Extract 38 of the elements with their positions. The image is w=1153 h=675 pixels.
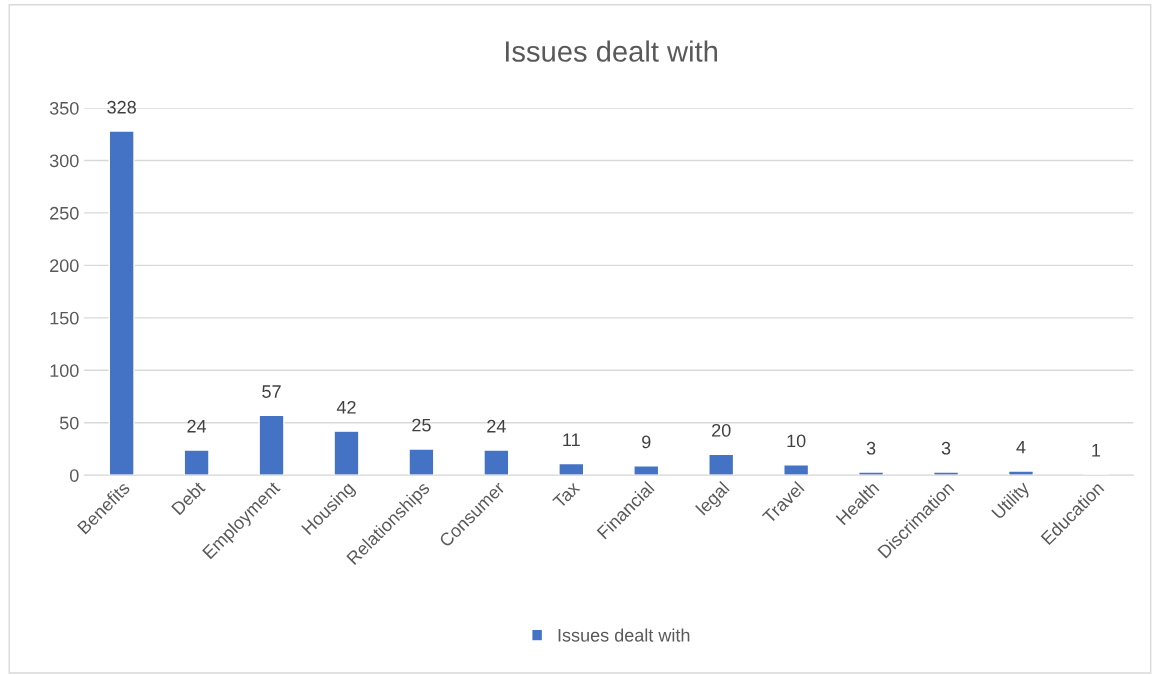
- bar: [708, 453, 735, 476]
- data-label: 328: [107, 100, 136, 114]
- y-tick-label: 0: [69, 469, 79, 482]
- chart-title: Issues dealt with: [505, 40, 718, 62]
- bar: [783, 464, 810, 476]
- y-tick-label: 150: [50, 311, 79, 325]
- bar: [408, 448, 435, 476]
- bar: [932, 471, 960, 476]
- bar: [558, 462, 585, 476]
- y-tick-label: 300: [49, 154, 79, 168]
- bar: [258, 414, 285, 476]
- data-label: 3: [941, 441, 951, 455]
- data-label: 42: [336, 400, 356, 414]
- data-label: 3: [866, 441, 876, 455]
- bar: [483, 449, 510, 476]
- y-tick-label: 250: [50, 206, 79, 220]
- data-label: 1: [1092, 444, 1101, 457]
- bar: [108, 130, 135, 476]
- data-label: 24: [487, 419, 506, 433]
- y-tick-label: 100: [50, 364, 79, 378]
- data-label: 25: [412, 418, 431, 432]
- bar: [633, 465, 660, 476]
- y-tick-label: 200: [50, 259, 79, 273]
- data-label: 10: [787, 434, 806, 448]
- data-label: 11: [563, 433, 580, 447]
- y-tick-label: 350: [49, 101, 79, 115]
- bar: [183, 449, 210, 476]
- data-label: 9: [642, 435, 651, 449]
- x-tick-label: Tax: [552, 480, 581, 510]
- bar: [1007, 470, 1035, 476]
- data-label: 24: [187, 419, 207, 433]
- data-label: 4: [1016, 440, 1026, 454]
- y-tick-label: 50: [59, 416, 79, 430]
- data-label: 57: [262, 385, 281, 398]
- legend-label: Issues dealt with: [558, 628, 690, 642]
- bar: [858, 471, 885, 476]
- data-label: 20: [712, 423, 731, 437]
- bar: [333, 430, 360, 476]
